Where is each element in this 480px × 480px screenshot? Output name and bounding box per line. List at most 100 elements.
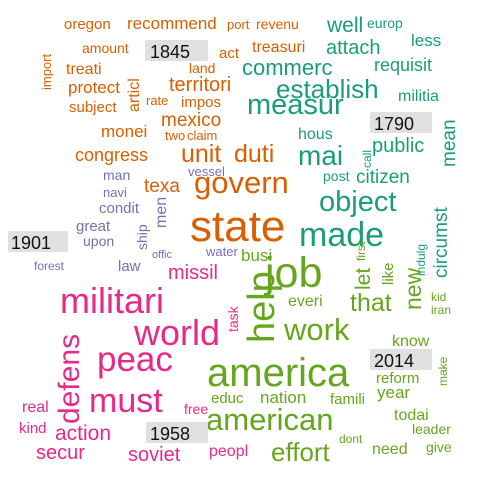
group-1901: man vessel navi condit men great ship up… [34,164,238,275]
word-post: post [323,168,350,184]
word-task: task [225,305,241,332]
word-oregon: oregon [64,16,111,33]
word-must: must [89,382,163,420]
word-condit: condit [99,200,140,217]
word-vessel: vessel [188,164,225,179]
word-help: help [241,271,283,343]
word-give: give [426,439,452,455]
word-citizen: citizen [356,167,410,188]
word-america: america [207,351,350,395]
year-label-1901: 1901 [8,231,68,253]
word-impos: impos [181,94,221,111]
word-commerc: commerc [242,55,332,80]
group-1958: missil militari defens world task peac m… [19,262,248,466]
word-free: free [184,401,208,417]
year-label-1958: 1958 [146,422,208,444]
word-europ: europ [367,15,403,31]
word-indulg: indulg [414,244,428,276]
word-men: men [153,197,170,228]
word-public: public [372,135,424,157]
word-upon: upon [83,233,114,249]
word-leader: leader [412,421,451,437]
word-monei: monei [101,122,147,141]
year-label-bg [370,349,432,370]
word-soviet: soviet [128,444,181,466]
word-act: act [219,45,240,62]
word-need: need [372,441,408,458]
word-offic: offic [152,249,172,261]
word-famili: famili [330,391,365,408]
group-1790: well europ less attach commerc requisit … [242,14,460,278]
group-2014: busi first job let like help new kid ira… [206,241,452,467]
word-attach: attach [326,37,380,59]
word-educ: educ [211,390,244,407]
year-label-1790: 1790 [370,112,432,134]
word-congress: congress [75,145,148,165]
year-label-text: 1845 [150,42,190,62]
word-real: real [22,399,49,416]
group-1845: oregon recommend port revenu amount act … [39,14,305,251]
word-hous: hous [298,126,333,143]
year-label-1845: 1845 [145,40,208,62]
word-law: law [118,258,141,275]
year-label-bg [8,231,68,252]
word-busi: busi [241,246,272,265]
word-import: import [39,53,54,90]
word-well: well [326,14,363,37]
word-let: let [352,268,375,290]
word-unit: unit [181,140,221,168]
word-water: water [205,244,238,259]
word-articl: articl [126,78,143,112]
word-revenu: revenu [256,16,299,32]
word-new: new [400,267,426,310]
word-peopl: peopl [209,443,248,460]
word-action: action [55,422,111,445]
word-secur: secur [36,442,85,464]
year-label-text: 1901 [11,233,51,253]
word-made: made [299,216,384,254]
year-label-text: 1790 [374,114,414,134]
word-todai: todai [394,407,429,424]
word-nation: nation [260,388,306,407]
word-kid: kid [431,290,446,304]
word-territori: territori [169,74,231,96]
word-make: make [436,356,450,386]
word-navi: navi [103,185,127,200]
word-mexico: mexico [161,110,221,131]
word-world: world [133,312,220,353]
word-two: two [165,128,185,143]
word-call: call [360,150,374,168]
word-requisit: requisit [374,55,432,75]
word-circumst: circumst [431,207,452,278]
word-measur: measur [247,89,344,121]
word-everi: everi [288,293,323,310]
word-militia: militia [398,88,439,105]
word-that: that [350,289,392,317]
word-land: land [189,60,215,76]
word-port: port [227,17,250,32]
word-subject: subject [69,99,117,116]
word-amount: amount [82,40,129,56]
word-govern: govern [194,165,289,200]
word-claim: claim [187,128,217,143]
word-texa: texa [144,176,180,197]
year-label-text: 2014 [374,351,414,371]
word-recommend: recommend [127,14,217,33]
word-reform: reform [376,370,419,387]
word-peac: peac [97,340,173,379]
word-like: like [380,262,397,285]
word-rate: rate [146,93,168,108]
word-american: american [206,402,334,437]
word-object: object [319,186,396,218]
word-treasuri: treasuri [252,39,305,56]
year-label-text: 1958 [150,424,190,444]
word-duti: duti [234,140,274,168]
word-dont: dont [339,432,363,446]
word-less: less [411,31,441,50]
year-label-bg [370,112,432,133]
word-job: job [263,249,322,297]
word-mean: mean [439,119,460,167]
word-treati: treati [66,61,102,78]
word-man: man [103,167,130,183]
word-forest: forest [34,259,65,273]
